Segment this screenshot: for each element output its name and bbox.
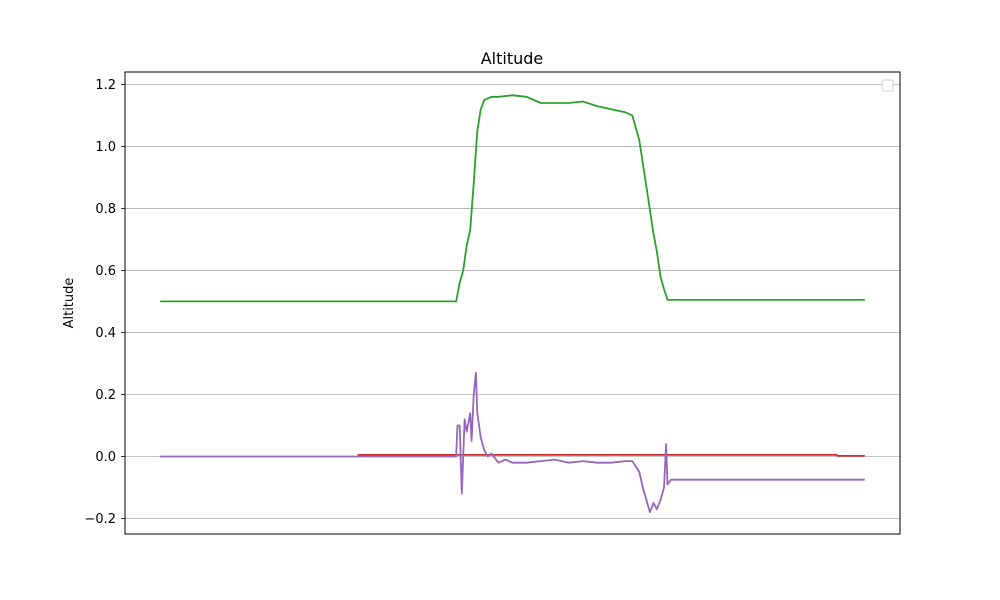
y-tick-label: 1.2 xyxy=(95,78,116,93)
y-tick-label: −0.2 xyxy=(84,512,116,527)
y-tick-label: 1.0 xyxy=(95,140,116,155)
y-axis-label: Altitude xyxy=(62,278,77,329)
y-tick-label: 0.2 xyxy=(95,388,116,403)
y-tick-label: 0.4 xyxy=(95,326,116,341)
series-line-2 xyxy=(160,94,865,303)
legend-box xyxy=(881,79,894,92)
chart-title: Altitude xyxy=(481,49,544,68)
series-line-1 xyxy=(357,453,865,457)
series-line-3 xyxy=(160,371,865,514)
y-tick-label: 0.0 xyxy=(95,450,116,465)
y-axis: −0.2 0.0 0.2 0.4 0.6 0.8 1.0 1.2 xyxy=(84,78,125,527)
series-lines xyxy=(160,94,865,514)
y-tick-label: 0.6 xyxy=(95,264,116,279)
y-tick-label: 0.8 xyxy=(95,202,116,217)
plot-frame xyxy=(124,71,901,535)
